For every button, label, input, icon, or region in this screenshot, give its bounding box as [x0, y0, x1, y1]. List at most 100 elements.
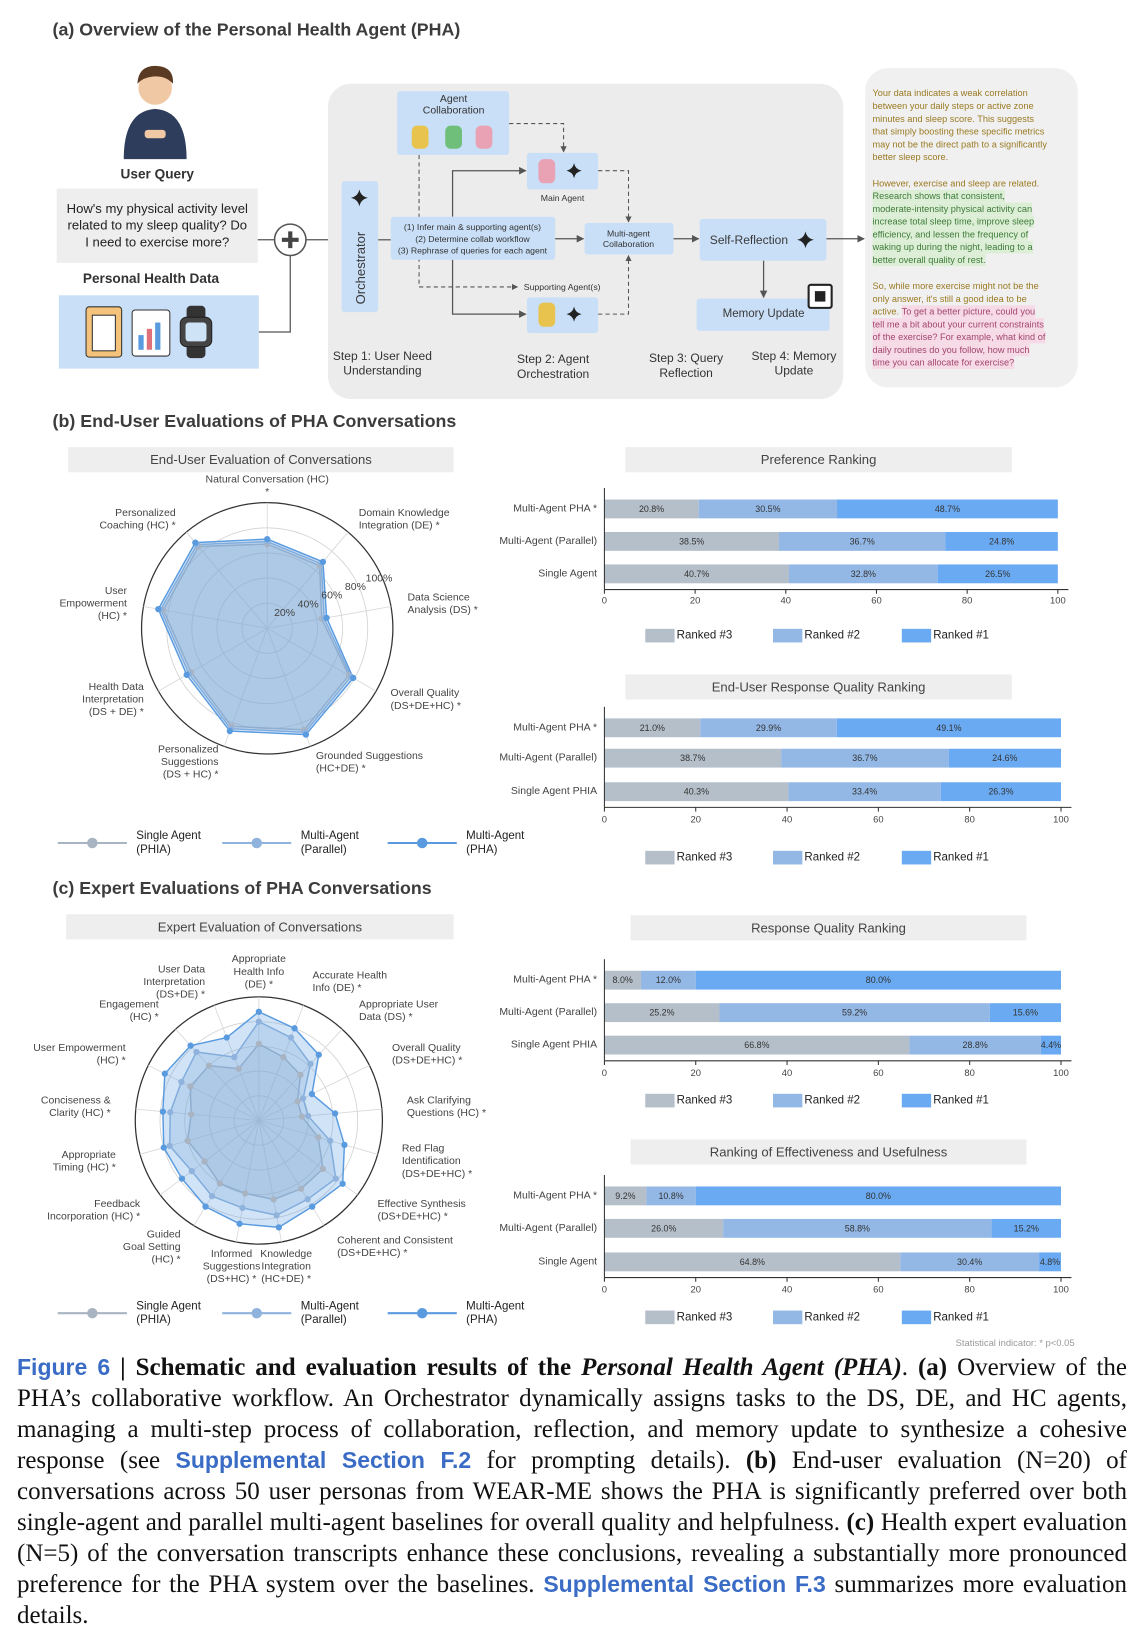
value-label: 30.4% — [957, 1257, 982, 1267]
orchestration-step: (3) Rephrase of queries for each agent — [398, 245, 548, 255]
value-label: 29.9% — [756, 723, 781, 733]
legend-label: Ranked #2 — [804, 852, 860, 864]
caption-segment: | — [110, 1354, 136, 1381]
radar-point — [339, 1180, 346, 1187]
highlight — [872, 330, 1046, 344]
radar-point — [208, 1192, 216, 1200]
radar-point — [167, 1109, 174, 1116]
spoke — [267, 627, 377, 692]
axis-label: Engagement (HC) * — [99, 999, 158, 1023]
chip-icon — [807, 283, 833, 309]
step-label: Step 2: Agent — [517, 352, 590, 366]
robot — [475, 125, 493, 149]
caption-segment: summarizes more evaluation details. — [17, 1571, 1127, 1629]
highlight — [872, 240, 1033, 254]
dashed-arrow — [598, 170, 632, 223]
value-label: 36.7% — [850, 536, 875, 546]
health-icons — [85, 305, 213, 359]
orchestration-steps-box — [390, 216, 556, 260]
orchestration-step: (2) Determine collab workflow — [415, 234, 530, 244]
radar-point — [178, 1078, 185, 1086]
axis-label: User Data Interpretation (DS+DE) * — [143, 964, 205, 1000]
category-label: Multi-Agent PHA * — [513, 975, 597, 986]
legend-dot — [251, 837, 262, 849]
value-label: 40.3% — [684, 787, 709, 797]
caption-segment[interactable]: Supplemental Section F.3 — [543, 1571, 826, 1597]
legend-label: Single Agent (PHIA) — [136, 1300, 201, 1326]
radar-point — [160, 1144, 167, 1151]
legend-dot — [251, 1307, 262, 1319]
radar-point — [255, 1040, 262, 1048]
bar-segment — [1039, 1252, 1061, 1272]
value-label: 33.4% — [852, 787, 877, 797]
bar-segment — [695, 970, 1061, 990]
memory-label: Memory Update — [723, 308, 805, 320]
legend-swatch — [645, 850, 675, 865]
x-tick-label: 60 — [873, 813, 883, 824]
radar-point — [255, 1018, 262, 1025]
radar-point — [297, 1071, 304, 1078]
panel-title: (c) Expert Evaluations of PHA Conversati… — [53, 878, 432, 898]
x-tick-label: 0 — [602, 595, 607, 606]
bar-segment — [604, 970, 641, 990]
radar-point — [331, 1110, 339, 1117]
radar-area — [157, 538, 355, 736]
axis-label: User Empowerment (HC) * — [33, 1042, 126, 1066]
response-line: However, exercise and sleep are related. — [872, 178, 1039, 188]
dashed-arrow — [598, 254, 632, 315]
legend-label: Multi-Agent (PHA) — [466, 1300, 525, 1326]
axis-label: Natural Conversation (HC) * — [206, 474, 329, 498]
radar-point — [319, 1165, 327, 1173]
radar-point — [231, 1053, 238, 1061]
x-tick-label: 0 — [602, 1067, 607, 1078]
caption-segment: (b) — [745, 1447, 777, 1474]
step-label: Understanding — [343, 364, 421, 378]
radar-point — [341, 1141, 348, 1148]
category-label: Multi-Agent (Parallel) — [499, 536, 597, 547]
panel-title: (b) End-User Evaluations of PHA Conversa… — [53, 411, 457, 431]
step-label: Update — [775, 364, 814, 378]
response-line: between your daily steps or active zone — [872, 101, 1033, 111]
legend-label: Ranked #2 — [804, 1311, 860, 1323]
response-line: daily routines do you follow, how much — [872, 345, 1029, 355]
highlight — [872, 253, 986, 267]
radar-point — [323, 614, 330, 621]
response-line: better sleep score. — [872, 152, 948, 162]
bar-segment — [604, 1218, 724, 1238]
bar-segment — [778, 531, 946, 551]
response-line: Research shows that consistent, — [872, 191, 1005, 201]
value-label: 38.7% — [680, 753, 705, 763]
main-agent-box — [526, 152, 599, 190]
radar-point — [302, 731, 310, 738]
multi-agent-box — [584, 223, 674, 255]
highlight — [872, 343, 1030, 357]
robot — [538, 159, 556, 184]
x-tick-label: 40 — [781, 595, 791, 606]
value-label: 4.4% — [1041, 1040, 1061, 1050]
caption-segment[interactable]: Figure 6 — [17, 1354, 111, 1380]
value-label: 64.8% — [740, 1257, 765, 1267]
legend-swatch — [645, 628, 675, 643]
chart-title: Expert Evaluation of Conversations — [158, 919, 363, 934]
x-tick-label: 0 — [602, 813, 607, 824]
radar-area — [168, 1020, 337, 1217]
value-label: 4.8% — [1040, 1257, 1060, 1267]
bar-segment — [937, 564, 1058, 584]
value-label: 12.0% — [656, 975, 681, 985]
radar-point — [205, 1062, 213, 1069]
x-tick-label: 20 — [690, 1067, 700, 1078]
self-reflection-box — [699, 218, 827, 261]
caption-segment[interactable]: Supplemental Section F.2 — [175, 1447, 472, 1473]
axis-label: Data Science Analysis (DS) * — [407, 592, 477, 616]
chart-title: End-User Evaluation of Conversations — [150, 452, 372, 467]
category-label: Multi-Agent PHA * — [513, 503, 597, 514]
response-line: better overall quality of rest. — [872, 255, 985, 265]
response-line: waking up during the night, leading to a — [871, 242, 1033, 252]
legend-dot — [416, 1307, 428, 1319]
radar-point — [202, 1203, 209, 1210]
query-line: How's my physical activity level — [67, 201, 248, 216]
category-label: Single Agent PHIA — [511, 1040, 597, 1051]
value-label: 15.6% — [1013, 1008, 1038, 1018]
value-label: 58.8% — [845, 1223, 870, 1233]
legend-label: Ranked #1 — [933, 1311, 989, 1323]
